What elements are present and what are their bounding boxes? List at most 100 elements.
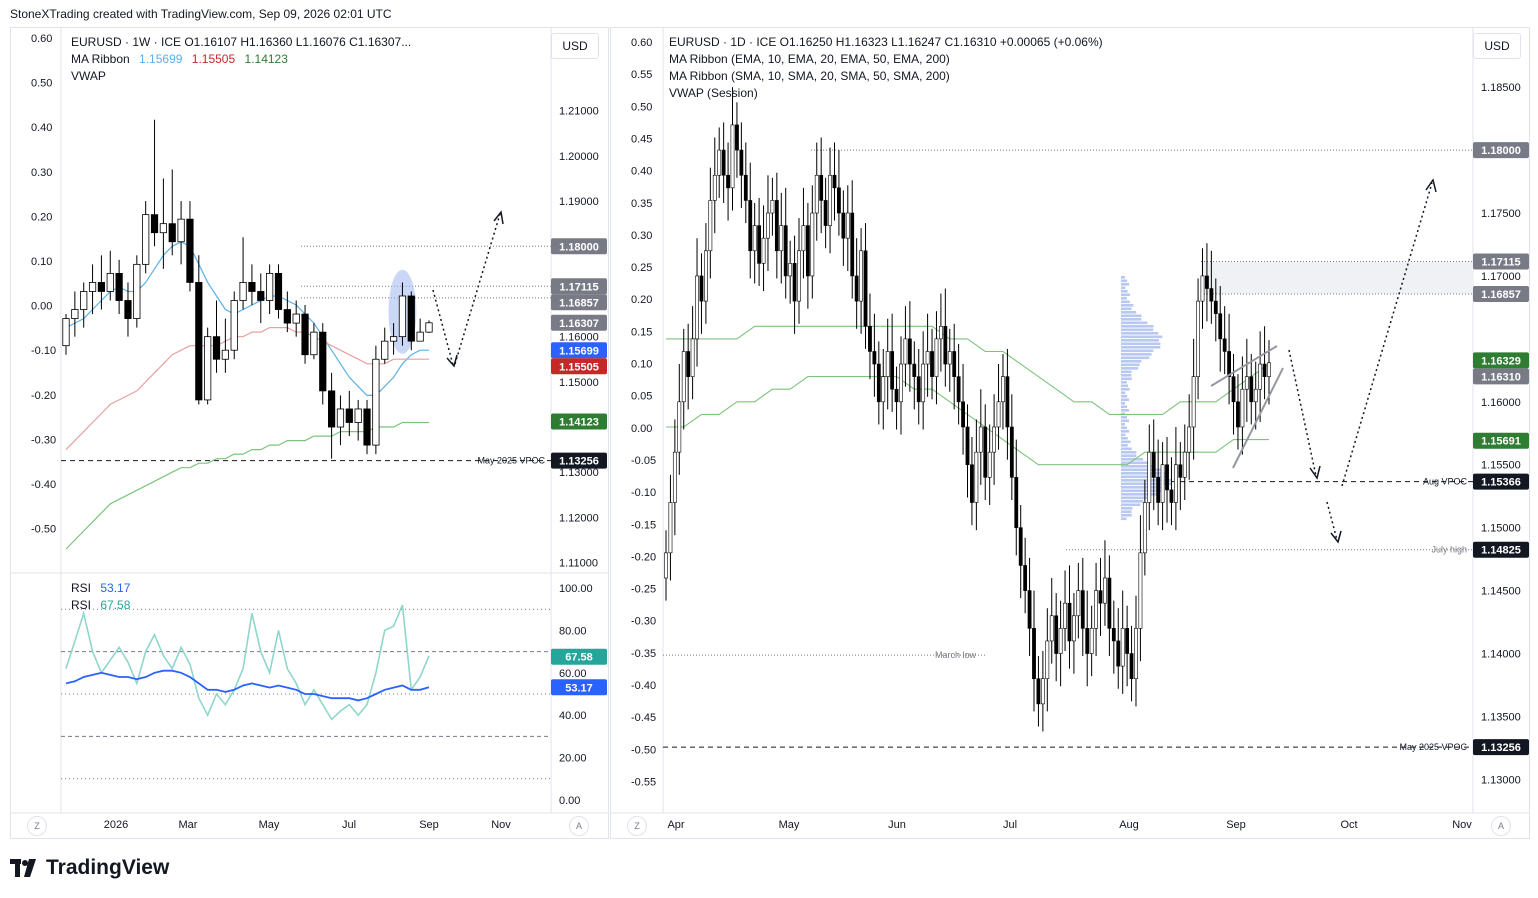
candle-body xyxy=(735,124,739,151)
candle-body xyxy=(1187,426,1192,453)
price-badge: 1.13256 xyxy=(1481,742,1521,754)
weekly-legend: EURUSD · 1W · ICE O1.16107 H1.16360 L1.1… xyxy=(71,34,411,85)
candle-body xyxy=(801,225,806,252)
left-axis-tick: -0.35 xyxy=(631,648,656,660)
projection-arrow-down xyxy=(432,289,454,366)
candle-body xyxy=(1098,590,1103,604)
projection-arrow-1 xyxy=(1288,349,1317,477)
volume-profile-bar xyxy=(1121,402,1126,405)
left-axis-tick: -0.20 xyxy=(31,390,56,402)
candle-body xyxy=(774,200,779,252)
candle-body xyxy=(124,300,132,319)
time-axis-label: Nov xyxy=(491,819,511,831)
volume-profile-bar xyxy=(1121,307,1132,311)
candle-body xyxy=(221,349,229,360)
candle-body xyxy=(748,200,753,252)
projection-arrow-up-head xyxy=(493,210,504,225)
rsi-badge: 67.58 xyxy=(565,652,593,664)
zoom-button[interactable]: Z xyxy=(627,816,647,836)
auto-scale-button[interactable]: A xyxy=(1491,816,1511,836)
price-axis-tick: 1.13000 xyxy=(1481,774,1521,786)
time-axis-label: Jun xyxy=(888,819,906,831)
projection-arrow-2 xyxy=(1326,501,1338,541)
candle-body xyxy=(956,376,961,403)
volume-profile-bar xyxy=(1121,321,1148,325)
candle-body xyxy=(1080,590,1085,629)
zoom-button[interactable]: Z xyxy=(27,816,47,836)
candle-body xyxy=(868,325,872,352)
candle-body xyxy=(739,149,744,176)
rsi-label-2: RSI xyxy=(71,598,92,612)
candle-body xyxy=(416,331,424,342)
candle-body xyxy=(672,451,677,503)
volume-profile-bar xyxy=(1121,283,1130,286)
price-badge: 1.18000 xyxy=(559,241,599,253)
candle-body xyxy=(930,351,934,377)
candle-body xyxy=(1244,376,1249,390)
price-badge-bg xyxy=(551,342,607,359)
volume-profile-bar xyxy=(1121,475,1168,479)
daily-legend: EURUSD · 1D · ICE O1.16250 H1.16323 L1.1… xyxy=(669,34,1103,102)
volume-profile-bar xyxy=(1121,374,1132,377)
candle-body xyxy=(832,174,837,189)
left-axis-tick: -0.10 xyxy=(631,487,656,499)
price-badge-bg xyxy=(551,238,607,255)
candle-body xyxy=(319,331,327,392)
candle-body xyxy=(766,212,770,239)
candle-body xyxy=(907,338,912,365)
price-badge: 1.16857 xyxy=(559,297,599,309)
march-low-label: March low xyxy=(935,650,977,660)
candle-body xyxy=(1111,628,1116,642)
candle-body xyxy=(943,325,948,365)
volume-profile-bar xyxy=(1121,356,1150,360)
price-badge: 1.16329 xyxy=(1481,355,1521,367)
candle-body xyxy=(142,214,150,265)
volume-profile-bar xyxy=(1121,290,1128,293)
left-axis-tick: 0.50 xyxy=(631,101,652,113)
candle-body xyxy=(743,174,748,201)
volume-profile-bar xyxy=(1121,440,1131,444)
currency-button[interactable]: USD xyxy=(1473,33,1521,59)
volume-profile-bar xyxy=(1121,479,1171,482)
volume-profile-bar xyxy=(1121,447,1132,451)
candle-body xyxy=(863,250,868,327)
weekly-chart-pane[interactable]: 0.60 0.50 0.40 0.30 0.20 0.10 0.00 -0.10 -0.20 -0… xyxy=(10,27,609,839)
time-axis-label: May xyxy=(779,819,800,831)
candle-body xyxy=(828,174,832,226)
candle-body xyxy=(1253,388,1258,403)
volume-profile-bar xyxy=(1121,412,1126,416)
daily-chart-canvas[interactable]: 0.60 0.55 0.50 0.45 0.40 0.35 0.30 0.25 0.20 0.15… xyxy=(611,28,1529,838)
left-axis-tick: -0.50 xyxy=(631,744,656,756)
time-axis-label: Jul xyxy=(342,819,356,831)
price-badge-bg xyxy=(551,294,607,311)
weekly-chart-canvas[interactable]: 0.60 0.50 0.40 0.30 0.20 0.10 0.00 -0.10 -0.20 -0… xyxy=(11,28,608,838)
price-badge-bg xyxy=(1473,541,1529,558)
weekly-legend-ohlc: EURUSD · 1W · ICE O1.16107 H1.16360 L1.1… xyxy=(71,35,412,49)
time-axis-label: 2026 xyxy=(104,819,128,831)
left-axis-tick: 0.10 xyxy=(631,359,652,371)
daily-chart-pane[interactable]: 0.60 0.55 0.50 0.45 0.40 0.35 0.30 0.25 0.20 0.15… xyxy=(610,27,1530,839)
candle-body xyxy=(850,212,855,277)
candle-body xyxy=(961,401,965,428)
candle-body xyxy=(872,351,877,365)
price-badge-bg xyxy=(1473,739,1529,756)
auto-scale-button[interactable]: A xyxy=(569,816,589,836)
candle-body xyxy=(1138,552,1143,629)
volume-profile-bar xyxy=(1121,465,1154,468)
candle-body xyxy=(1227,351,1231,377)
candle-body xyxy=(398,295,407,338)
candle-body xyxy=(88,282,97,292)
candle-body xyxy=(1027,590,1032,629)
volume-profile-bar xyxy=(1121,318,1142,321)
candle-body xyxy=(1222,338,1227,352)
volume-profile-bar xyxy=(1121,342,1161,346)
candle-body xyxy=(133,263,141,319)
candle-body xyxy=(934,338,939,377)
candle-body xyxy=(1023,565,1028,591)
candle-body xyxy=(1191,376,1196,428)
volume-profile-bar xyxy=(1121,454,1137,458)
candle-body xyxy=(695,275,699,340)
currency-button[interactable]: USD xyxy=(551,33,599,59)
candle-body xyxy=(248,282,256,292)
rsi-axis-tick: 0.00 xyxy=(559,795,580,807)
